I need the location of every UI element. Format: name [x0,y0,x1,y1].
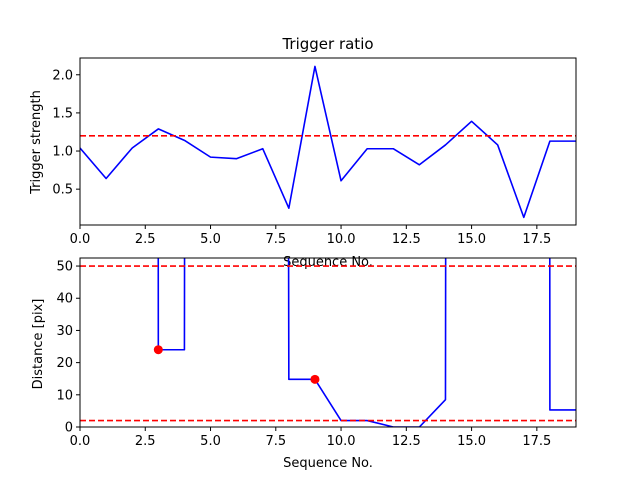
chart-title: Trigger ratio [281,35,373,53]
trigger-ratio-ticks: 0.0 2.5 5.0 7.5 10.0 12.5 15.0 17.5 0.5 1.0 1.5 2.0 [52,68,551,247]
trigger-ratio-plot-area [79,57,577,226]
x-tick-label: 12.5 [392,232,421,247]
distance-plot-area [79,257,577,428]
x-tick-label: 5.0 [200,232,221,247]
axes-frame [79,257,577,428]
x-tick-label: 2.5 [135,232,156,247]
y-tick-label: 50 [56,260,73,275]
y-tick-label: 40 [56,292,73,307]
distance-subplot: 0.0 2.5 5.0 7.5 10.0 12.5 15.0 17.501020304050 … [31,257,577,471]
x-axis-label: Sequence No. [283,255,373,270]
highlight-marker-0 [153,345,163,355]
y-axis-label: Distance [pix] [31,299,46,390]
x-tick-label: 15.0 [457,232,486,247]
highlight-marker-1 [310,374,320,384]
y-axis-label: Trigger strength [29,90,44,195]
x-tick-label: 0.0 [70,434,91,449]
x-tick-label: 5.0 [200,434,221,449]
x-tick-label: 10.0 [327,434,356,449]
y-tick-label: 2.0 [52,68,73,83]
x-tick-label: 17.5 [522,232,551,247]
y-tick-label: 10 [56,388,73,403]
y-tick-label: 1.5 [52,106,73,121]
series-line-0 [80,65,576,219]
y-tick-label: 0 [65,421,73,436]
y-tick-label: 1.0 [52,145,73,160]
x-axis-label: Sequence No. [283,456,373,471]
plot-content [80,65,576,219]
y-tick-label: 20 [56,356,73,371]
x-tick-label: 10.0 [327,232,356,247]
x-tick-label: 15.0 [457,434,486,449]
x-tick-label: 12.5 [392,434,421,449]
x-tick-label: 7.5 [265,434,286,449]
y-tick-label: 0.5 [52,183,73,198]
x-tick-label: 17.5 [522,434,551,449]
x-tick-label: 7.5 [265,232,286,247]
x-tick-label: 0.0 [70,232,91,247]
distance-ticks: 0.0 2.5 5.0 7.5 10.0 12.5 15.0 17.5 0 10 20 30 40 50 [56,260,551,449]
y-tick-label: 30 [56,324,73,339]
x-tick-label: 2.5 [135,434,156,449]
plot-content [80,258,576,427]
axes-frame [79,57,577,226]
